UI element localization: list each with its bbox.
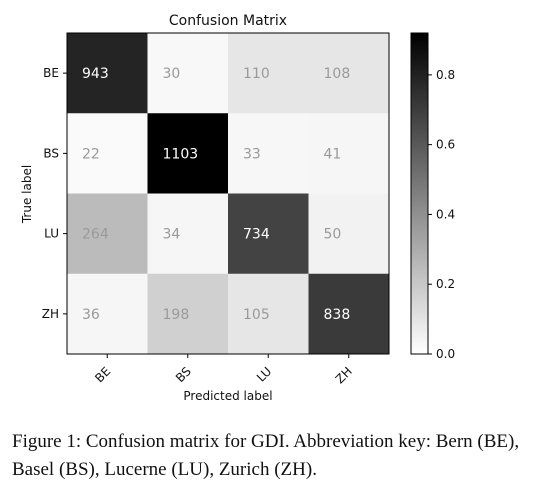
cell-count-label: 734 bbox=[243, 227, 270, 243]
cell-count-label: 36 bbox=[82, 307, 100, 323]
heatmap-cell bbox=[228, 193, 309, 275]
x-axis: BE BS LU ZH bbox=[92, 354, 355, 386]
heatmap-cell bbox=[147, 33, 229, 114]
heatmap-cell bbox=[228, 33, 309, 114]
cell-count-label: 50 bbox=[324, 227, 342, 243]
cell-count-label: 41 bbox=[324, 146, 342, 162]
y-axis: BE BS LU ZH bbox=[42, 66, 67, 321]
x-tick-label: BE bbox=[92, 364, 113, 385]
heatmap-cell bbox=[228, 113, 309, 194]
heatmap-cell bbox=[147, 273, 229, 355]
colorbar bbox=[410, 32, 429, 355]
figure-caption: Figure 1: Confusion matrix for GDI. Abbr… bbox=[12, 431, 520, 480]
colorbar-axis: 0.0 0.2 0.4 0.6 0.8 bbox=[428, 68, 455, 361]
x-tick-label: ZH bbox=[333, 364, 355, 386]
cell-count-label: 198 bbox=[163, 307, 190, 323]
cell-count-label: 264 bbox=[82, 227, 109, 243]
heatmap-cell bbox=[147, 193, 229, 275]
heatmap-cell bbox=[308, 113, 390, 194]
colorbar-tick-label: 0.0 bbox=[436, 347, 455, 361]
y-tick-label: BS bbox=[43, 146, 59, 160]
cell-count-label: 943 bbox=[82, 66, 109, 82]
colorbar-tick-label: 0.2 bbox=[436, 277, 455, 291]
chart-title: Confusion Matrix bbox=[169, 13, 287, 29]
heatmap-cell bbox=[67, 193, 148, 275]
heatmap-cell bbox=[308, 273, 390, 355]
cell-count-label: 105 bbox=[243, 307, 270, 323]
heatmap-cell bbox=[228, 273, 309, 355]
colorbar-tick-label: 0.4 bbox=[436, 207, 455, 221]
x-tick-label: BS bbox=[173, 364, 194, 385]
cell-count-label: 838 bbox=[324, 307, 351, 323]
cell-count-label: 108 bbox=[324, 66, 351, 82]
y-tick-label: BE bbox=[43, 66, 59, 80]
heatmap-cell bbox=[147, 113, 229, 194]
x-tick-label: LU bbox=[254, 364, 274, 384]
cell-count-label: 34 bbox=[163, 227, 181, 243]
heatmap-cell bbox=[308, 33, 390, 114]
y-tick-label: LU bbox=[44, 227, 59, 241]
cell-count-label: 1103 bbox=[163, 146, 199, 162]
cell-count-label: 33 bbox=[243, 146, 261, 162]
heatmap-cell bbox=[67, 33, 148, 114]
y-axis-label: True label bbox=[20, 165, 34, 224]
colorbar-tick-label: 0.6 bbox=[436, 138, 455, 152]
cell-count-label: 30 bbox=[163, 66, 181, 82]
confusion-matrix-figure: Confusion Matrix 943 30 110 108 22 1103 33 41 26… bbox=[20, 13, 455, 403]
cell-count-label: 110 bbox=[243, 66, 270, 82]
y-tick-label: ZH bbox=[42, 307, 59, 321]
heatmap-cell bbox=[308, 193, 390, 275]
heatmap-cells: 943 30 110 108 22 1103 33 41 264 34 734 50 36 198 105 8… bbox=[67, 33, 390, 355]
cell-count-label: 22 bbox=[82, 146, 100, 162]
x-axis-label: Predicted label bbox=[183, 389, 272, 403]
heatmap-cell bbox=[67, 273, 148, 355]
heatmap-cell bbox=[67, 113, 148, 194]
colorbar-tick-label: 0.8 bbox=[436, 68, 455, 82]
plot-frame bbox=[66, 32, 390, 355]
